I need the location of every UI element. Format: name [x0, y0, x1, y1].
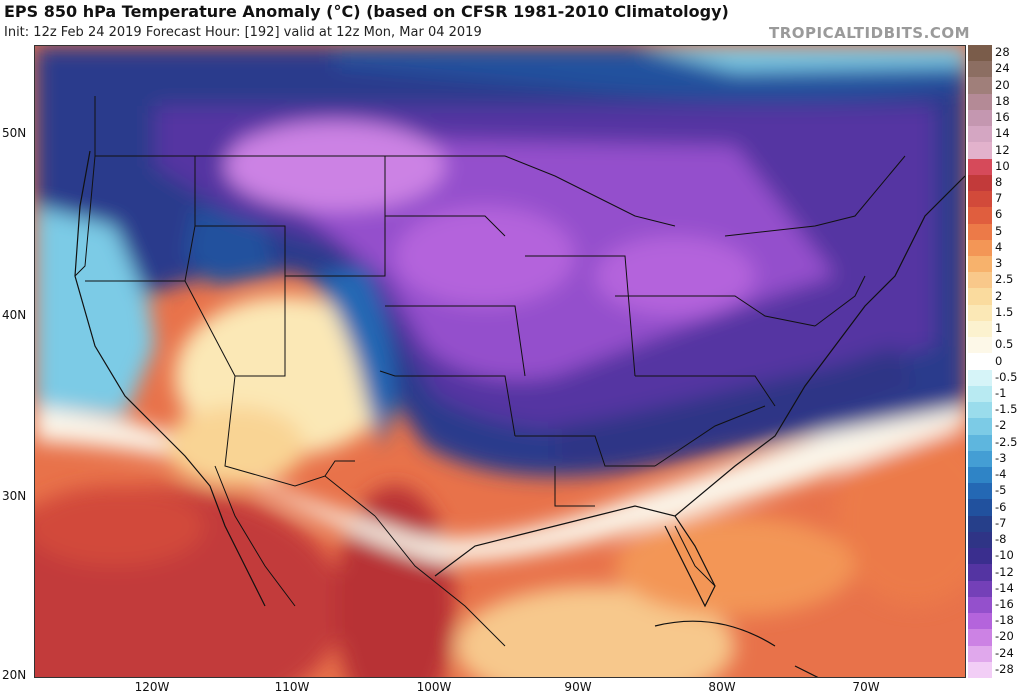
legend-swatch [968, 304, 992, 322]
legend-label: 20 [995, 77, 1010, 92]
lon-label: 90W [564, 680, 592, 694]
legend-swatch [968, 239, 992, 257]
legend-swatch [968, 531, 992, 549]
legend-label: 3 [995, 256, 1003, 271]
legend-label: -1 [995, 385, 1007, 400]
legend-label: -6 [995, 499, 1007, 514]
legend-swatch [968, 158, 992, 176]
map-canvas [35, 46, 965, 677]
legend-label: -20 [995, 629, 1014, 644]
legend-label: -10 [995, 548, 1014, 563]
legend-label: -1.5 [995, 402, 1018, 417]
legend-swatch [968, 418, 992, 436]
lon-label: 110W [274, 680, 310, 694]
legend-swatch [968, 191, 992, 208]
legend-swatch [968, 369, 992, 387]
legend-label: -2 [995, 418, 1007, 433]
legend-swatch [968, 353, 992, 371]
legend-swatch [968, 661, 992, 679]
legend-label: 1.5 [995, 304, 1014, 319]
legend-swatch [968, 272, 992, 289]
legend-swatch [968, 499, 992, 517]
legend-label: 1 [995, 321, 1003, 336]
legend-label: 14 [995, 126, 1010, 141]
legend-label: -28 [995, 661, 1014, 676]
legend-label: -5 [995, 483, 1007, 498]
legend-swatch [968, 596, 992, 614]
legend-swatch [968, 385, 992, 403]
legend-label: -2.5 [995, 434, 1018, 449]
legend-label: 28 [995, 45, 1010, 60]
legend-swatch [968, 613, 992, 630]
legend-swatch [968, 645, 992, 663]
lat-label: 30N [2, 489, 27, 503]
legend-swatch [968, 402, 992, 419]
legend-swatch [968, 61, 992, 78]
legend-label: 7 [995, 191, 1003, 206]
legend-swatch [968, 288, 992, 306]
legend-label: -14 [995, 580, 1014, 595]
legend-swatch [968, 580, 992, 598]
legend-label: -3 [995, 450, 1007, 465]
legend-label: -8 [995, 532, 1007, 547]
legend-swatch [968, 207, 992, 225]
legend-swatch [968, 45, 992, 62]
legend-swatch [968, 548, 992, 565]
legend-label: 0 [995, 353, 1003, 368]
legend-swatch [968, 93, 992, 111]
lat-label: 40N [2, 308, 27, 322]
legend-swatch [968, 256, 992, 273]
legend-swatch [968, 223, 992, 241]
legend-label: 8 [995, 174, 1003, 189]
legend-label: -24 [995, 645, 1014, 660]
legend-label: 6 [995, 207, 1003, 222]
legend-swatch [968, 337, 992, 354]
legend-swatch [968, 320, 992, 338]
brand-watermark: TROPICALTIDBITS.COM [769, 24, 970, 42]
legend-label: 18 [995, 93, 1010, 108]
legend-label: -0.5 [995, 369, 1018, 384]
legend-label: -18 [995, 613, 1014, 628]
map-title: EPS 850 hPa Temperature Anomaly (°C) (ba… [4, 2, 729, 21]
legend-label: 10 [995, 158, 1010, 173]
legend-label: -16 [995, 596, 1014, 611]
legend-swatch [968, 629, 992, 647]
legend-swatch [968, 483, 992, 500]
lat-label: 20N [2, 668, 27, 682]
legend-swatch [968, 142, 992, 160]
legend-label: 12 [995, 142, 1010, 157]
legend-label: -12 [995, 564, 1014, 579]
legend-swatch [968, 450, 992, 468]
lon-label: 80W [708, 680, 736, 694]
legend-swatch [968, 564, 992, 582]
legend-label: 2 [995, 288, 1003, 303]
legend-swatch [968, 174, 992, 192]
color-legend: 28 24 20 18 16 14 12 10 8 7 6 5 4 3 2.5 2 1.5 1 0.5 0 -0.5 -1… [968, 45, 1024, 679]
legend-swatch [968, 515, 992, 533]
lon-label: 100W [416, 680, 452, 694]
legend-label: 4 [995, 239, 1003, 254]
legend-swatch [968, 434, 992, 452]
legend-swatch [968, 109, 992, 127]
legend-label: 5 [995, 223, 1003, 238]
legend-swatch [968, 467, 992, 484]
forecast-info: Init: 12z Feb 24 2019 Forecast Hour: [19… [4, 25, 482, 40]
anomaly-map [34, 45, 966, 678]
lon-label: 120W [134, 680, 170, 694]
legend-swatch [968, 126, 992, 143]
legend-label: -4 [995, 467, 1007, 482]
lon-label: 70W [852, 680, 880, 694]
legend-label: 2.5 [995, 272, 1014, 287]
legend-label: 16 [995, 110, 1010, 125]
legend-label: 0.5 [995, 337, 1014, 352]
legend-label: 24 [995, 61, 1010, 76]
legend-swatch [968, 77, 992, 95]
lat-label: 50N [2, 126, 27, 140]
legend-label: -7 [995, 515, 1007, 530]
